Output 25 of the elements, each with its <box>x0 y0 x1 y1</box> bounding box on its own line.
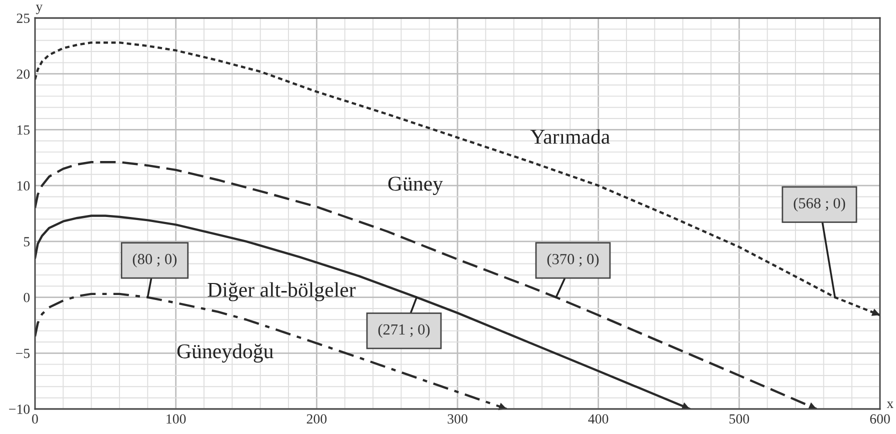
annotation: (271 ; 0) <box>378 324 430 338</box>
y-tick-label: 5 <box>24 237 30 246</box>
y-tick-label: 20 <box>16 69 30 79</box>
y-tick-label: 25 <box>16 14 30 23</box>
x-tick-label: 300 <box>448 414 468 424</box>
series-label: Güneydoğu <box>177 344 274 363</box>
x-tick-label: 600 <box>870 414 890 424</box>
y-tick-label: 0 <box>24 292 30 302</box>
series-label: Yarımada <box>530 129 610 144</box>
y-axis-title: y <box>36 4 43 14</box>
annotation: (568 ; 0) <box>794 198 846 212</box>
y-tick-label: −10 <box>9 404 30 414</box>
y-tick-label: 15 <box>17 125 30 135</box>
annotation: (370 ; 0) <box>547 253 599 268</box>
series-label: Diğer alt-bölgeler <box>208 282 356 302</box>
y-tick-label: −5 <box>16 348 30 358</box>
x-tick-label: 200 <box>306 414 327 424</box>
y-tick-label: 10 <box>17 181 30 191</box>
x-tick-label: 0 <box>32 414 38 424</box>
x-tick-label: 500 <box>730 414 750 424</box>
series-label: Güney <box>388 176 443 196</box>
x-tick-label: 400 <box>588 414 608 424</box>
annotation: (80 ; 0) <box>132 253 177 268</box>
x-axis-title: x <box>886 402 894 408</box>
x-tick-label: 100 <box>166 414 186 424</box>
